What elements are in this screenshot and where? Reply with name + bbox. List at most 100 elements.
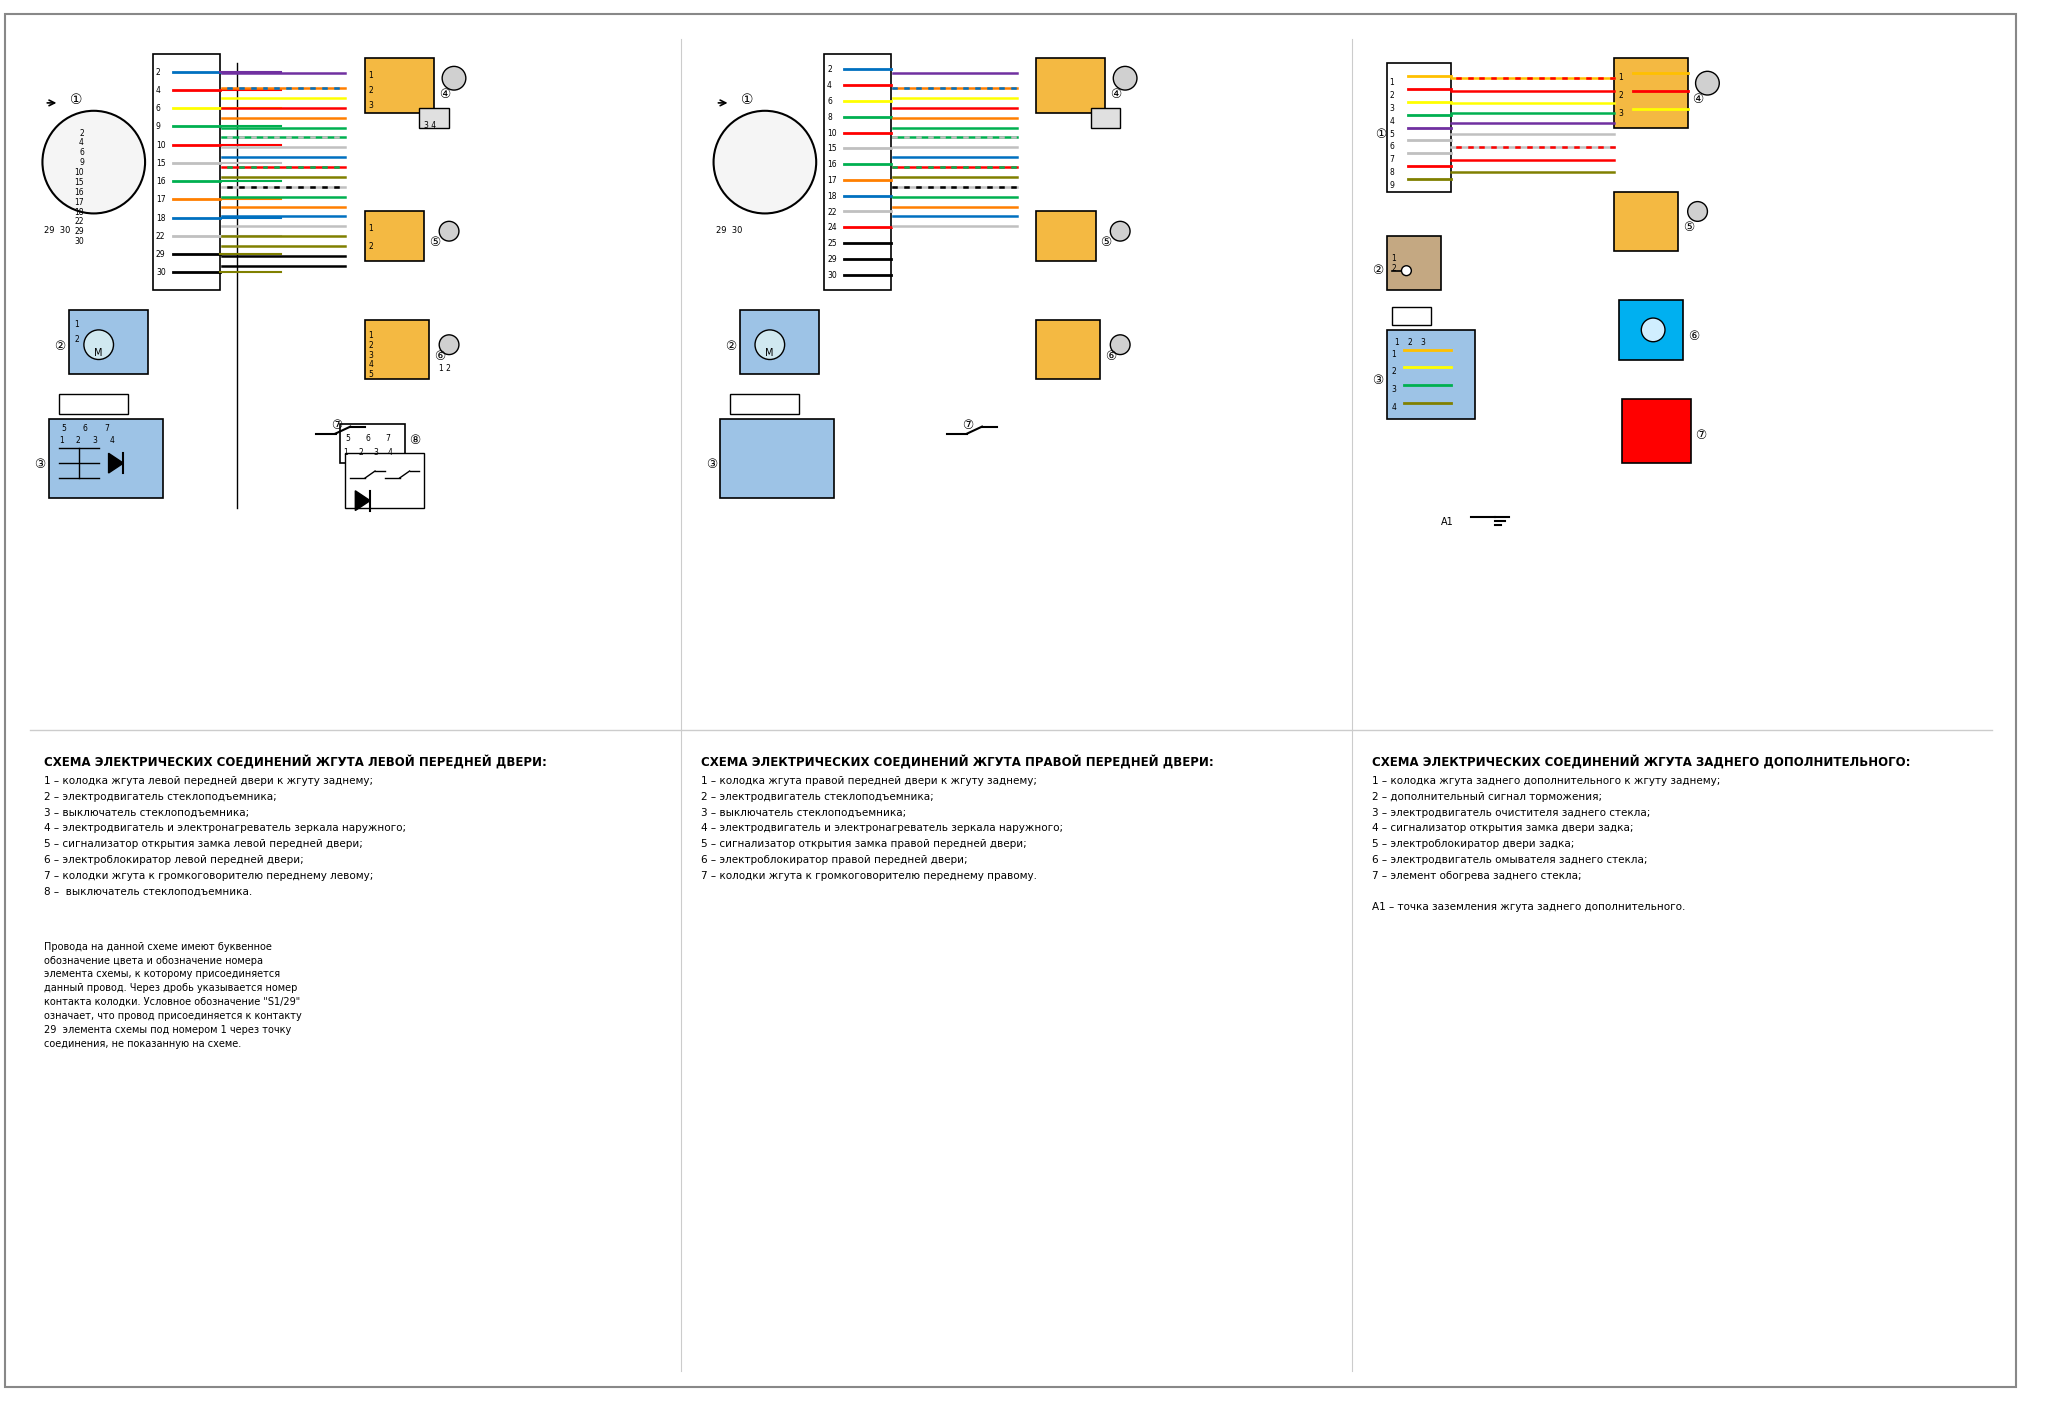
Text: 29  30: 29 30 [715, 227, 741, 235]
Text: 3: 3 [1419, 338, 1425, 347]
Text: 17: 17 [827, 177, 838, 185]
Bar [1092, 108, 1120, 127]
Text: Провода на данной схеме имеют буквенное: Провода на данной схеме имеют буквенное [45, 941, 272, 951]
Bar [1036, 59, 1106, 112]
Text: ⑤: ⑤ [430, 237, 440, 249]
Circle shape [1114, 66, 1137, 90]
Text: СХЕМА ЭЛЕКТРИЧЕСКИХ СОЕДИНЕНИЙ ЖГУТА ЛЕВОЙ ПЕРЕДНЕЙ ДВЕРИ:: СХЕМА ЭЛЕКТРИЧЕСКИХ СОЕДИНЕНИЙ ЖГУТА ЛЕВ… [45, 754, 547, 768]
Bar [721, 419, 834, 497]
Bar [365, 59, 434, 112]
Text: 3: 3 [373, 448, 379, 457]
Text: 2: 2 [1391, 367, 1397, 377]
Text: ⑥: ⑥ [1688, 329, 1700, 343]
Bar [346, 454, 424, 507]
Text: 30: 30 [827, 270, 838, 280]
Circle shape [438, 221, 459, 241]
Text: 2: 2 [1391, 263, 1397, 273]
Text: 4: 4 [827, 81, 831, 90]
Text: 3: 3 [369, 101, 373, 109]
Text: 3: 3 [92, 437, 98, 446]
Text: 22: 22 [827, 207, 836, 217]
Text: ⑧: ⑧ [410, 433, 420, 447]
Text: 1 – колодка жгута заднего дополнительного к жгуту заднему;: 1 – колодка жгута заднего дополнительног… [1372, 776, 1720, 786]
Text: ④: ④ [1110, 88, 1122, 101]
Text: означает, что провод присоединяется к контакту: означает, что провод присоединяется к ко… [45, 1012, 303, 1021]
Circle shape [1401, 266, 1411, 276]
Text: 7 – колодки жгута к громкоговорителю переднему левому;: 7 – колодки жгута к громкоговорителю пер… [45, 871, 375, 881]
Bar [1618, 300, 1683, 360]
Bar [340, 423, 406, 464]
Text: 3 – электродвигатель очистителя заднего стекла;: 3 – электродвигатель очистителя заднего … [1372, 807, 1651, 818]
Text: 5 – сигнализатор открытия замка правой передней двери;: 5 – сигнализатор открытия замка правой п… [700, 839, 1026, 849]
Text: 1: 1 [1391, 350, 1397, 359]
Polygon shape [354, 490, 371, 510]
Text: M: M [94, 347, 102, 357]
Bar [1036, 319, 1100, 380]
Text: 6 – электроблокиратор правой передней двери;: 6 – электроблокиратор правой передней дв… [700, 855, 967, 864]
Text: 1: 1 [1395, 338, 1399, 347]
Text: 15: 15 [156, 158, 166, 168]
Text: 6 – электроблокиратор левой передней двери;: 6 – электроблокиратор левой передней две… [45, 855, 305, 864]
Bar [1386, 237, 1442, 290]
Text: 7: 7 [385, 433, 389, 443]
Text: 29: 29 [827, 255, 838, 263]
Text: 16: 16 [827, 160, 838, 170]
Text: 22: 22 [156, 231, 166, 241]
Text: 7: 7 [104, 423, 109, 433]
Text: 22: 22 [74, 217, 84, 227]
Text: 1: 1 [1618, 73, 1624, 83]
Text: 6: 6 [80, 149, 84, 157]
Text: 15: 15 [827, 144, 838, 153]
Text: 30: 30 [74, 237, 84, 247]
Text: 2: 2 [369, 340, 373, 350]
Text: 3: 3 [1618, 109, 1624, 118]
Text: 7: 7 [1391, 156, 1395, 164]
Text: ③: ③ [1372, 374, 1382, 387]
Text: ⑦: ⑦ [330, 419, 342, 432]
Bar [365, 212, 424, 261]
Text: 4: 4 [369, 360, 373, 370]
Text: ④: ④ [438, 88, 451, 101]
Text: ①: ① [70, 92, 82, 106]
Bar [1386, 63, 1450, 192]
Text: 18: 18 [156, 213, 166, 223]
Bar [1386, 329, 1475, 419]
Text: ②: ② [1372, 263, 1382, 277]
Text: 24: 24 [827, 223, 838, 233]
Circle shape [756, 329, 784, 360]
Bar [49, 419, 164, 497]
Bar [1036, 212, 1096, 261]
Text: 2: 2 [369, 242, 373, 251]
Text: 17: 17 [74, 198, 84, 206]
Bar [1622, 399, 1692, 464]
Text: ①: ① [741, 92, 754, 106]
Text: 29: 29 [74, 227, 84, 237]
Text: А1 – точка заземления жгута заднего дополнительного.: А1 – точка заземления жгута заднего допо… [1372, 902, 1686, 912]
Text: 5: 5 [369, 370, 373, 380]
Text: 8: 8 [827, 112, 831, 122]
Bar [1614, 192, 1677, 251]
Text: обозначение цвета и обозначение номера: обозначение цвета и обозначение номера [45, 955, 264, 965]
Circle shape [438, 335, 459, 354]
Text: элемента схемы, к которому присоединяется: элемента схемы, к которому присоединяетс… [45, 969, 281, 979]
Text: 4 – электродвигатель и электронагреватель зеркала наружного;: 4 – электродвигатель и электронагревател… [700, 824, 1063, 834]
Text: 10: 10 [156, 140, 166, 150]
Text: ①: ① [1374, 127, 1386, 140]
Text: ③: ③ [35, 458, 45, 471]
Text: 4: 4 [109, 437, 115, 446]
Text: ⑦: ⑦ [963, 419, 973, 432]
Text: 3: 3 [1391, 104, 1395, 113]
Text: 9: 9 [80, 158, 84, 167]
Polygon shape [109, 454, 123, 474]
Bar [70, 310, 147, 374]
Circle shape [84, 329, 113, 360]
Text: 7 – колодки жгута к громкоговорителю переднему правому.: 7 – колодки жгута к громкоговорителю пер… [700, 871, 1036, 881]
Text: 9: 9 [1391, 181, 1395, 191]
Text: 2: 2 [156, 67, 160, 77]
Text: 6: 6 [827, 97, 831, 106]
Text: 5: 5 [346, 433, 350, 443]
Text: 2: 2 [80, 129, 84, 137]
Text: 18: 18 [827, 192, 836, 200]
Text: ⑤: ⑤ [1100, 237, 1112, 249]
Circle shape [713, 111, 817, 213]
